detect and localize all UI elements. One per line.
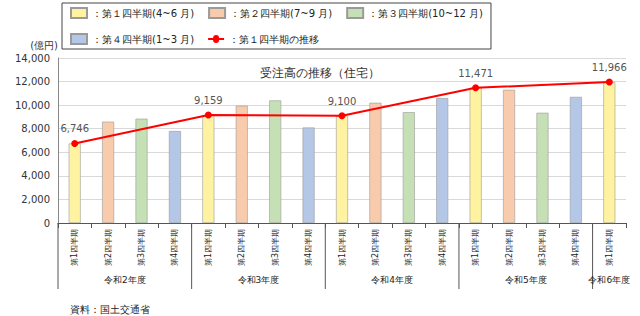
svg-text:11,966: 11,966 xyxy=(592,62,627,73)
svg-text:第1四半期: 第1四半期 xyxy=(204,229,213,266)
svg-text:第2四半期: 第2四半期 xyxy=(505,229,514,266)
svg-text:9,159: 9,159 xyxy=(194,95,223,106)
svg-text:令和6年度: 令和6年度 xyxy=(588,275,630,285)
svg-text:資料：国土交通省: 資料：国土交通省 xyxy=(70,304,150,315)
svg-text:2,000: 2,000 xyxy=(21,194,50,205)
svg-text:6,746: 6,746 xyxy=(60,123,89,134)
svg-text:14,000: 14,000 xyxy=(15,53,50,64)
svg-text:4,000: 4,000 xyxy=(21,170,50,181)
svg-text:第3四半期: 第3四半期 xyxy=(538,229,547,266)
svg-text:第4四半期: 第4四半期 xyxy=(438,229,447,266)
svg-text:6,000: 6,000 xyxy=(21,147,50,158)
svg-text:第2四半期: 第2四半期 xyxy=(371,229,380,266)
svg-text:第2四半期: 第2四半期 xyxy=(104,229,113,266)
svg-text:8,000: 8,000 xyxy=(21,123,50,134)
svg-text:第2四半期: 第2四半期 xyxy=(237,229,246,266)
svg-text:：第１四半期の推移: ：第１四半期の推移 xyxy=(229,34,319,45)
svg-text:：第３四半期(10~12 月): ：第３四半期(10~12 月) xyxy=(368,8,483,19)
svg-text:第1四半期: 第1四半期 xyxy=(605,229,614,266)
svg-text:令和3年度: 令和3年度 xyxy=(238,275,280,285)
svg-text:第4四半期: 第4四半期 xyxy=(571,229,580,266)
svg-text:9,100: 9,100 xyxy=(328,96,357,107)
svg-text:0: 0 xyxy=(44,218,50,229)
svg-text:：第２四半期(7~9 月): ：第２四半期(7~9 月) xyxy=(230,8,332,19)
svg-text:第4四半期: 第4四半期 xyxy=(304,229,313,266)
svg-text:第3四半期: 第3四半期 xyxy=(271,229,280,266)
svg-text:第3四半期: 第3四半期 xyxy=(404,229,413,266)
svg-text:第1四半期: 第1四半期 xyxy=(338,229,347,266)
svg-text:12,000: 12,000 xyxy=(15,76,50,87)
svg-text:(億円): (億円) xyxy=(30,40,58,51)
svg-text:：第４四半期(1~3 月): ：第４四半期(1~3 月) xyxy=(92,34,194,45)
svg-text:受注高の推移（住宅）: 受注高の推移（住宅） xyxy=(260,66,380,80)
svg-text:令和2年度: 令和2年度 xyxy=(104,275,146,285)
svg-text:令和4年度: 令和4年度 xyxy=(371,275,413,285)
svg-text:第1四半期: 第1四半期 xyxy=(471,229,480,266)
svg-text:第1四半期: 第1四半期 xyxy=(70,229,79,266)
svg-text:：第１四半期(4~6 月): ：第１四半期(4~6 月) xyxy=(92,8,194,19)
svg-text:第3四半期: 第3四半期 xyxy=(137,229,146,266)
svg-text:令和5年度: 令和5年度 xyxy=(505,275,547,285)
svg-text:第4四半期: 第4四半期 xyxy=(170,229,179,266)
svg-text:11,471: 11,471 xyxy=(458,68,493,79)
svg-text:10,000: 10,000 xyxy=(15,100,50,111)
